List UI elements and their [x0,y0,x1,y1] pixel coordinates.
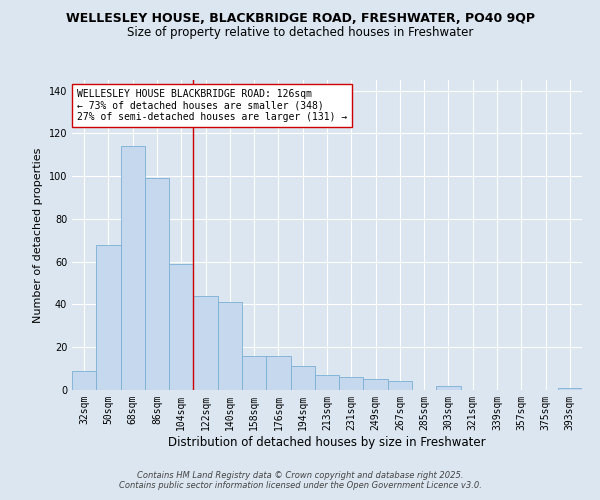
X-axis label: Distribution of detached houses by size in Freshwater: Distribution of detached houses by size … [168,436,486,448]
Bar [290,366,315,390]
Bar [193,296,218,390]
Bar [145,178,169,390]
Bar [121,146,145,390]
Bar [169,264,193,390]
Text: Contains HM Land Registry data © Crown copyright and database right 2025.
Contai: Contains HM Land Registry data © Crown c… [119,470,481,490]
Bar [388,382,412,390]
Text: WELLESLEY HOUSE, BLACKBRIDGE ROAD, FRESHWATER, PO40 9QP: WELLESLEY HOUSE, BLACKBRIDGE ROAD, FRESH… [65,12,535,26]
Bar [242,356,266,390]
Text: Size of property relative to detached houses in Freshwater: Size of property relative to detached ho… [127,26,473,39]
Bar [266,356,290,390]
Bar [72,371,96,390]
Bar [315,375,339,390]
Text: WELLESLEY HOUSE BLACKBRIDGE ROAD: 126sqm
← 73% of detached houses are smaller (3: WELLESLEY HOUSE BLACKBRIDGE ROAD: 126sqm… [77,90,347,122]
Bar [364,380,388,390]
Y-axis label: Number of detached properties: Number of detached properties [33,148,43,322]
Bar [558,388,582,390]
Bar [436,386,461,390]
Bar [218,302,242,390]
Bar [96,244,121,390]
Bar [339,377,364,390]
